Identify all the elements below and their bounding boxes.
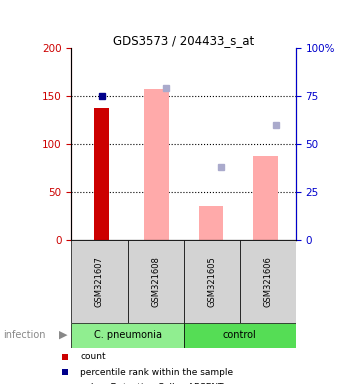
- Text: GSM321607: GSM321607: [95, 256, 104, 307]
- Text: C. pneumonia: C. pneumonia: [94, 330, 162, 340]
- Bar: [184, 240, 240, 323]
- Text: control: control: [223, 330, 257, 340]
- Bar: [71, 240, 128, 323]
- Bar: [128, 240, 184, 323]
- Text: GSM321608: GSM321608: [151, 256, 160, 307]
- Title: GDS3573 / 204433_s_at: GDS3573 / 204433_s_at: [113, 34, 254, 47]
- Bar: [184, 323, 296, 348]
- Text: count: count: [80, 352, 106, 361]
- Text: GSM321605: GSM321605: [207, 256, 216, 307]
- Text: percentile rank within the sample: percentile rank within the sample: [80, 367, 233, 377]
- Bar: [253, 156, 278, 240]
- Bar: [144, 89, 169, 240]
- Bar: [199, 207, 223, 240]
- Bar: [240, 240, 296, 323]
- Text: ▶: ▶: [58, 330, 67, 340]
- Bar: [71, 323, 184, 348]
- Text: infection: infection: [3, 330, 46, 340]
- Text: GSM321606: GSM321606: [263, 256, 272, 307]
- Bar: [94, 109, 109, 240]
- Text: value, Detection Call = ABSENT: value, Detection Call = ABSENT: [80, 383, 224, 384]
